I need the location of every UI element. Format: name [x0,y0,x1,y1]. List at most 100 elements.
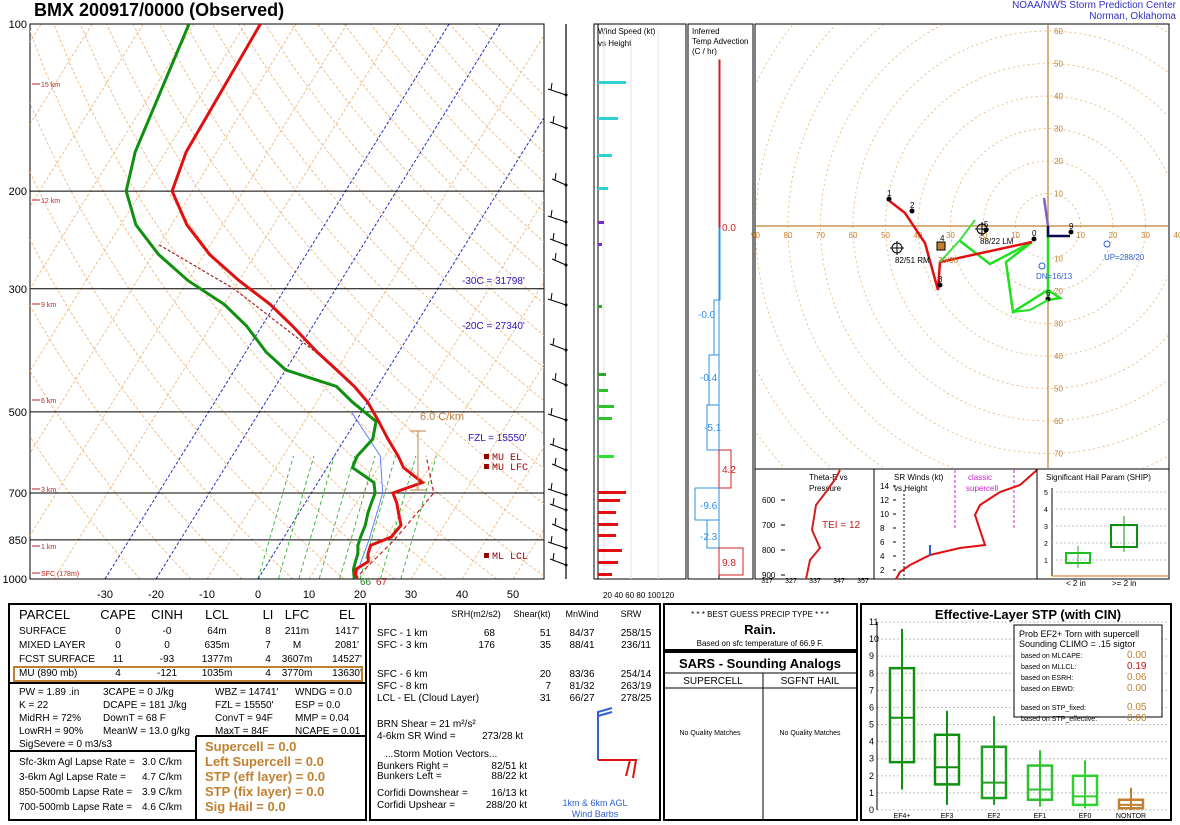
parcel-cell: 0 [164,640,170,651]
hodograph-frame [754,23,1170,470]
advection-bar [718,547,744,576]
wind-speed-axis: 20 40 60 80 100120 [603,591,675,600]
index-value: FZL = 15550' [215,700,274,711]
parcel-cell: 3770m [282,668,313,679]
parcel-cell: FCST SURFACE [19,654,95,665]
wind-barb-flag [554,172,557,181]
storm-motion-title: ...Storm Motion Vectors... [385,749,497,760]
wind-speed-bar [598,221,604,224]
index-value: 3CAPE = 0 J/kg [103,687,174,698]
precip-note: Based on sfc temperature of 66.9 F. [697,639,824,648]
wind-speed-frame [593,23,687,580]
theta-x-label: 347 [833,578,845,585]
hodo-ring-label: 20 [1054,157,1063,166]
parcel-cell: 13630' [332,668,362,679]
dry-adiabat [30,304,243,579]
wind-barb-flag [552,337,555,346]
hodo-point [937,282,943,288]
vector-value: 288/20 kt [486,800,527,811]
stp-y-label: 8 [869,668,874,678]
wind-barb-flag [550,209,553,218]
mixing-ratio-line [318,455,356,579]
rm-label: 82/51 RM [895,256,930,265]
hodo-point [1031,236,1037,242]
hodo-ring-label: 50 [1054,385,1063,394]
dry-adiabat [30,370,192,579]
mu-lfc-label: MU LFC [492,463,528,474]
ship-y-label: 4 [1044,507,1048,514]
sars-frame [663,651,858,821]
index-value: DCAPE = 181 J/kg [103,700,187,711]
prob-label: based on ESRH: [1021,675,1073,682]
wind-barb [549,443,567,451]
mixing-ratio-line [339,455,376,579]
index-value: LowRH = 90% [19,726,83,737]
composite-value: Supercell = 0.0 [205,739,296,754]
hodo-ring-label: 60 [1054,417,1063,426]
theta-y-label: 900 [762,571,776,580]
hodo-point [1068,229,1074,235]
hodo-ring-label: 40 [1174,231,1180,240]
sr-wind-profile: 14 12 10 8 6 4 2 [880,469,1038,580]
ship-title: Significant Hail Param (SHIP) [1046,473,1151,482]
composite-value: Left Supercell = 0.0 [205,754,324,769]
parcel-frame [8,603,367,821]
composite-value: STP (eff layer) = 0.0 [205,769,325,784]
vector-value: 16/13 kt [491,788,527,799]
index-value: MidRH = 72% [19,713,81,724]
hodo-trace-upper [1042,197,1050,227]
wind-speed-bar [598,417,612,420]
prob-label: based on EBWD: [1021,686,1075,693]
prob-value: 0.06 [1127,713,1147,724]
hodo-ring-label: 50 [1054,60,1063,69]
parcel-header: EL [339,607,355,622]
hodo-ring-label: 30 [1054,320,1063,329]
parcel-cell: 635m [204,640,229,651]
lapse-value: 3.0 C/km [142,757,182,768]
special-isotherm [155,24,501,579]
hodo-ring-label: 40 [1054,352,1063,361]
sfc-dewpoint-label: 66 [360,577,372,588]
hodo-ring-label: 40 [914,231,923,240]
wind-speed-bars [597,24,659,579]
ml-lcl-marker [484,553,489,558]
advection-value: -9.6 [700,501,718,512]
parcel-header: LI [263,607,274,622]
ship-ge2: >= 2 in [1112,579,1136,588]
classic-label-2: supercell [966,484,998,493]
index-value: ConvT = 94F [215,713,273,724]
kin-srh: 176 [478,640,495,651]
stp-y-label: 0 [869,805,874,815]
stp-section: Effective-Layer STP (with CIN) 111098765… [860,603,1172,821]
wind-speed-bar [598,305,602,308]
kin-mnwind: 84/37 [569,628,594,639]
hodo-ring-label: 10 [1054,255,1063,264]
isotherm [30,24,348,537]
vector-label: Bunkers Right = [377,761,449,772]
wind-speed-bar [598,511,616,514]
mu-lfc-marker [484,464,489,469]
temp-axis-label: 20 [354,589,366,601]
advection-value: -5.1 [704,423,722,434]
wind-barb [549,121,567,129]
srw-y-label: 4 [880,552,885,561]
stp-y-label: 10 [869,634,879,644]
stp-category: EF0 [1079,813,1092,820]
kin-shear: 20 [540,669,552,680]
prob-label: based on MLLCL: [1021,664,1076,671]
kin-header: SRH(m2/s2) [451,609,501,619]
stp-category: EF4+ [894,813,911,820]
wind-barb-flag [552,232,555,241]
advection-bar [706,519,720,549]
index-value: SigSevere = 0 m3/s3 [19,739,113,750]
source-line-1: NOAA/NWS Storm Prediction Center [1012,0,1176,11]
wind-speed-bar [598,491,626,494]
hodo-ring-label: 20 [1054,287,1063,296]
hodo-ring-label: 10 [1011,231,1020,240]
theta-e-title-2: Pressure [809,484,842,493]
wind-barb-flag [550,82,553,91]
wind-speed-panel: Wind Speed (kt) vs Height 20 40 60 80 10… [547,23,687,600]
skewt-profile-group [124,24,435,579]
wind-speed-bar [598,389,608,392]
